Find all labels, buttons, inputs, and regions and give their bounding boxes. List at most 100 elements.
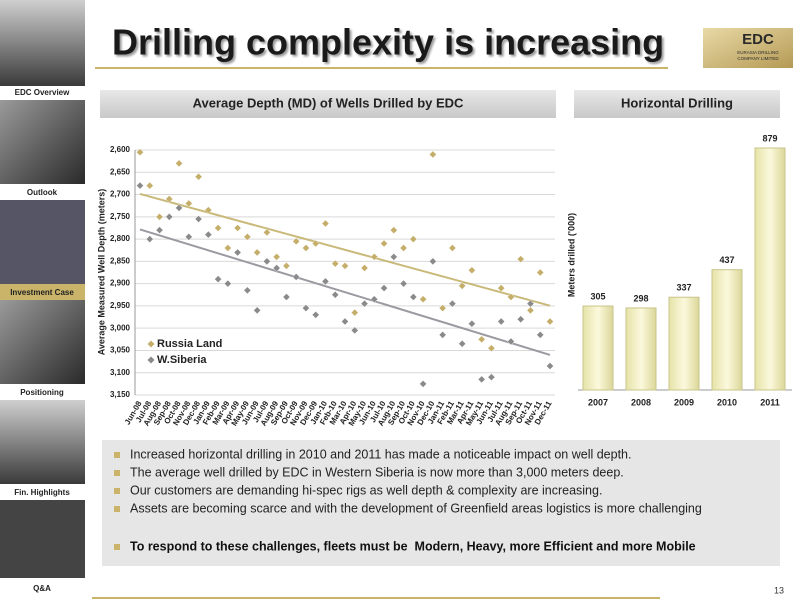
sidebar-image bbox=[0, 0, 85, 86]
data-point bbox=[224, 244, 232, 252]
bullet-text: Assets are becoming scarce and with the … bbox=[130, 501, 702, 515]
y-tick-label: 2,750 bbox=[110, 212, 131, 221]
nav-label[interactable]: Positioning bbox=[20, 388, 64, 397]
data-point bbox=[204, 206, 213, 214]
data-point bbox=[272, 253, 281, 261]
data-point bbox=[253, 248, 261, 257]
data-point bbox=[204, 230, 213, 239]
data-point bbox=[448, 299, 457, 308]
value-label: 437 bbox=[719, 255, 734, 265]
data-point bbox=[458, 339, 466, 348]
data-point bbox=[243, 286, 252, 295]
data-point bbox=[448, 244, 457, 252]
data-point bbox=[263, 257, 271, 266]
data-point bbox=[390, 226, 398, 234]
logo-tagline: COMPANY LIMITED bbox=[737, 56, 779, 61]
data-point bbox=[360, 264, 369, 272]
data-point bbox=[214, 275, 222, 283]
y-tick-label: 2,950 bbox=[110, 301, 131, 310]
data-point bbox=[497, 284, 505, 292]
nav-label[interactable]: Investment Case bbox=[10, 288, 74, 297]
data-point bbox=[175, 159, 183, 168]
data-point bbox=[419, 380, 427, 388]
chart-title: Average Depth (MD) of Wells Drilled by E… bbox=[193, 95, 464, 110]
data-point bbox=[253, 306, 261, 315]
panel-header bbox=[100, 90, 556, 118]
bullet-marker bbox=[114, 452, 120, 458]
data-point bbox=[233, 248, 242, 257]
page-number: 13 bbox=[774, 585, 784, 595]
x-tick-label: 2008 bbox=[631, 397, 651, 407]
logo-name: EDC bbox=[742, 31, 774, 48]
x-tick-label: 2009 bbox=[674, 397, 694, 407]
data-point bbox=[302, 304, 310, 312]
chart-title: Horizontal Drilling bbox=[621, 95, 733, 110]
data-point bbox=[243, 233, 252, 241]
y-tick-label: 2,650 bbox=[110, 167, 131, 176]
data-point bbox=[507, 293, 515, 301]
data-point bbox=[536, 331, 545, 339]
y-tick-label: 2,850 bbox=[110, 256, 131, 265]
bullet-marker bbox=[114, 506, 120, 512]
y-axis-label: Meters drilled ('000) bbox=[566, 213, 576, 297]
data-point bbox=[185, 199, 193, 208]
value-label: 879 bbox=[762, 133, 777, 143]
data-point bbox=[136, 181, 144, 190]
data-point bbox=[194, 215, 203, 223]
value-label: 305 bbox=[590, 291, 605, 301]
data-point bbox=[438, 331, 447, 339]
nav-label[interactable]: Outlook bbox=[27, 188, 58, 197]
nav-label[interactable]: Q&A bbox=[33, 584, 51, 593]
nav-label[interactable]: Fin. Highlights bbox=[14, 488, 70, 497]
y-tick-label: 3,100 bbox=[110, 368, 131, 377]
data-point bbox=[224, 279, 232, 288]
data-point bbox=[507, 337, 515, 346]
data-point bbox=[399, 279, 408, 288]
sidebar-image bbox=[0, 100, 85, 184]
legend-label: Russia Land bbox=[157, 338, 222, 350]
y-tick-label: 3,150 bbox=[110, 390, 131, 399]
bullet-marker bbox=[114, 488, 120, 494]
sidebar-image bbox=[0, 200, 85, 284]
logo bbox=[703, 28, 793, 68]
data-point bbox=[497, 317, 505, 326]
x-tick-label: 2007 bbox=[588, 397, 608, 407]
data-point bbox=[516, 255, 525, 263]
y-tick-label: 2,600 bbox=[110, 145, 131, 154]
panel-header bbox=[574, 90, 780, 118]
data-point bbox=[546, 362, 554, 370]
data-point bbox=[429, 150, 437, 159]
data-point bbox=[185, 233, 193, 241]
bullet-marker bbox=[114, 470, 120, 476]
value-label: 337 bbox=[676, 283, 691, 293]
y-axis-label: Average Measured Well Depth (meters) bbox=[96, 189, 106, 356]
data-point bbox=[233, 224, 242, 232]
data-point bbox=[292, 237, 300, 246]
y-tick-label: 3,050 bbox=[110, 346, 131, 355]
nav-label[interactable]: EDC Overview bbox=[15, 88, 70, 97]
data-point bbox=[155, 213, 164, 221]
data-point bbox=[516, 315, 525, 324]
data-point bbox=[458, 282, 466, 290]
bullet-box bbox=[102, 440, 780, 566]
bullet-list: Increased horizontal drilling in 2010 an… bbox=[114, 447, 702, 553]
data-point bbox=[487, 373, 496, 381]
legend-marker bbox=[147, 356, 155, 364]
x-tick-label: 2011 bbox=[760, 397, 780, 407]
data-point bbox=[536, 268, 545, 277]
sidebar: EDC Overview Outlook Investment Case Pos… bbox=[0, 0, 85, 600]
sidebar-image bbox=[0, 400, 85, 484]
data-point bbox=[165, 213, 174, 221]
data-point bbox=[409, 293, 418, 301]
sidebar-image bbox=[0, 300, 85, 384]
data-point bbox=[331, 259, 340, 268]
data-point bbox=[165, 195, 174, 203]
data-point bbox=[350, 326, 359, 335]
bullet-text: Our customers are demanding hi-spec rigs… bbox=[130, 483, 602, 497]
legend-marker bbox=[147, 340, 155, 348]
data-point bbox=[272, 264, 281, 272]
bar bbox=[711, 269, 743, 391]
bar bbox=[668, 296, 700, 391]
data-point bbox=[380, 239, 388, 248]
